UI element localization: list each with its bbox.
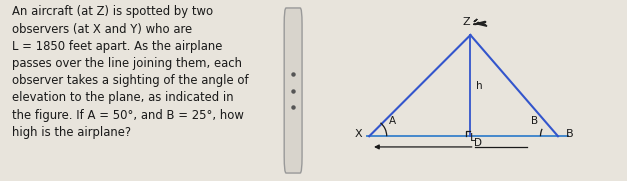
Text: An aircraft (at Z) is spotted by two
observers (at X and Y) who are
L = 1850 fee: An aircraft (at Z) is spotted by two obs… — [12, 5, 248, 139]
Text: B: B — [531, 115, 538, 126]
Text: X: X — [355, 129, 362, 139]
Text: A: A — [389, 115, 396, 126]
Text: D: D — [474, 138, 482, 148]
FancyBboxPatch shape — [284, 8, 302, 173]
Text: L: L — [470, 133, 477, 143]
Polygon shape — [474, 19, 477, 22]
Polygon shape — [473, 21, 486, 24]
Text: B: B — [566, 129, 574, 139]
Text: h: h — [477, 81, 483, 91]
Text: Z: Z — [463, 17, 470, 27]
Polygon shape — [477, 22, 487, 26]
